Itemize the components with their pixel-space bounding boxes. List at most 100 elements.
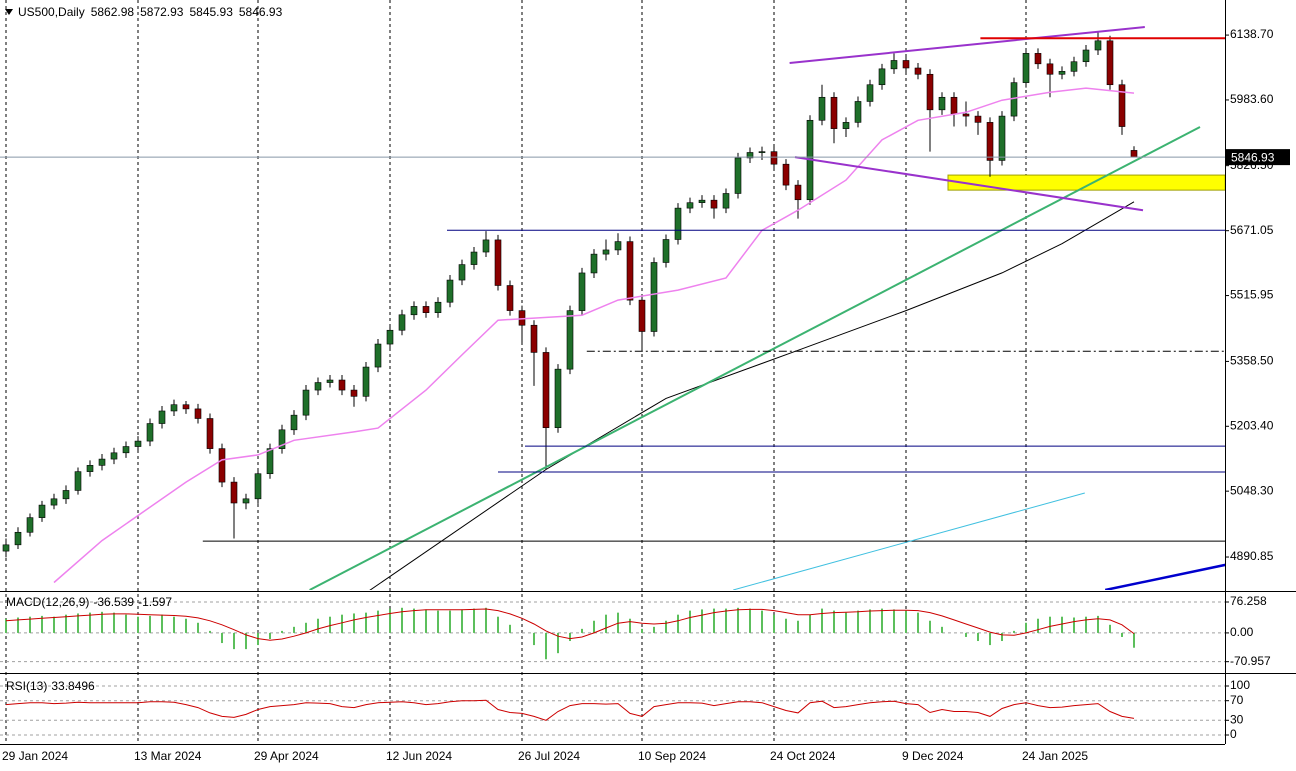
candle-body: [122, 446, 130, 454]
candle-body: [434, 301, 442, 313]
candle-body: [494, 239, 502, 286]
y-tick-label: -70.957: [1230, 654, 1271, 668]
candle-body: [26, 517, 34, 533]
candle-body: [638, 299, 646, 332]
macd-bar: [1133, 632, 1135, 648]
macd-bar: [149, 615, 151, 633]
macd-bar: [1001, 632, 1003, 642]
macd-bar: [653, 626, 655, 633]
macd-bar: [581, 628, 583, 633]
candle-body: [182, 404, 190, 410]
candle-body: [446, 279, 454, 303]
candle-body: [470, 251, 478, 265]
rsi-header: RSI(13) 33.8496: [6, 679, 95, 693]
candle-body: [14, 531, 22, 546]
candle-body: [974, 115, 982, 123]
rsi-line: [5, 699, 1135, 721]
macd-bar: [1121, 632, 1123, 637]
macd-header: MACD(12,26,9) -36.539 -1.597: [6, 595, 172, 609]
candle-body: [386, 329, 394, 345]
candle-body: [74, 471, 82, 491]
y-tick-label: 76.258: [1230, 594, 1267, 608]
macd-bar: [533, 632, 535, 646]
x-tick-label: 29 Jan 2024: [2, 749, 68, 763]
candle-body: [278, 429, 286, 449]
candle-body: [206, 418, 214, 449]
macd-bar: [233, 632, 235, 650]
ohlc-value: 5862.98: [91, 5, 135, 19]
candle-body: [482, 239, 490, 253]
macd-bar: [737, 607, 739, 633]
candle-body: [218, 448, 226, 483]
candle-body: [698, 199, 706, 203]
macd-bar: [749, 608, 751, 633]
candle-body: [362, 366, 370, 397]
candle-body: [1010, 82, 1018, 117]
macd-bar: [161, 614, 163, 633]
candle-body: [1094, 40, 1102, 51]
macd-bar: [293, 626, 295, 633]
macd-bar: [221, 632, 223, 644]
macd-bar: [1061, 616, 1063, 633]
macd-bar: [989, 632, 991, 646]
macd-bar: [881, 608, 883, 633]
macd-bar: [341, 614, 343, 633]
support-zone: [947, 174, 1225, 191]
macd-bar: [701, 609, 703, 633]
candle-body: [350, 389, 358, 397]
trend-line: [1104, 563, 1225, 590]
candle-body: [410, 306, 418, 316]
macd-bar: [845, 612, 847, 633]
macd-bar: [209, 630, 211, 633]
macd-bar: [1037, 618, 1039, 633]
macd-bar: [785, 618, 787, 633]
price-label-box: [1226, 149, 1290, 166]
candle-body: [650, 262, 658, 332]
macd-bar: [353, 613, 355, 633]
macd-bar: [1097, 615, 1099, 633]
candle-body: [734, 157, 742, 194]
y-tick-label: 5515.95: [1230, 288, 1274, 302]
candle-body: [1106, 40, 1114, 86]
macd-bar: [41, 615, 43, 633]
candle-body: [1046, 63, 1054, 75]
y-tick-label: 70: [1230, 693, 1244, 707]
macd-bar: [545, 632, 547, 660]
macd-bar: [1109, 624, 1111, 633]
macd-bar: [29, 616, 31, 633]
macd-bar: [77, 613, 79, 633]
candle-body: [878, 68, 886, 86]
indicator-value: 33.8496: [51, 679, 95, 693]
candle-body: [830, 96, 838, 129]
macd-panel: [0, 601, 1225, 663]
macd-bar: [425, 609, 427, 633]
macd-bar: [965, 632, 967, 637]
macd-bar: [797, 620, 799, 633]
y-tick-label: 5983.60: [1230, 92, 1274, 106]
macd-bar: [245, 632, 247, 650]
macd-bar: [497, 616, 499, 633]
candle-body: [170, 404, 178, 412]
macd-bar: [629, 618, 631, 633]
macd-bar: [113, 612, 115, 633]
candle-body: [902, 60, 910, 69]
candle-body: [770, 151, 778, 165]
candle-body: [866, 84, 874, 102]
candle-body: [38, 504, 46, 518]
y-tick-label: 5048.30: [1230, 483, 1274, 497]
candle-body: [194, 408, 202, 419]
macd-bar: [377, 610, 379, 633]
indicator-value: -1.597: [138, 595, 172, 609]
ohlc-value: 5846.93: [239, 5, 283, 19]
macd-bar: [413, 608, 415, 633]
candle-body: [542, 352, 550, 429]
candle-body: [794, 184, 802, 201]
candle-body: [326, 379, 334, 383]
macd-bar: [1073, 617, 1075, 633]
macd-bar: [1013, 630, 1015, 633]
macd-bar: [401, 607, 403, 633]
x-tick-label: 24 Oct 2024: [770, 749, 836, 763]
